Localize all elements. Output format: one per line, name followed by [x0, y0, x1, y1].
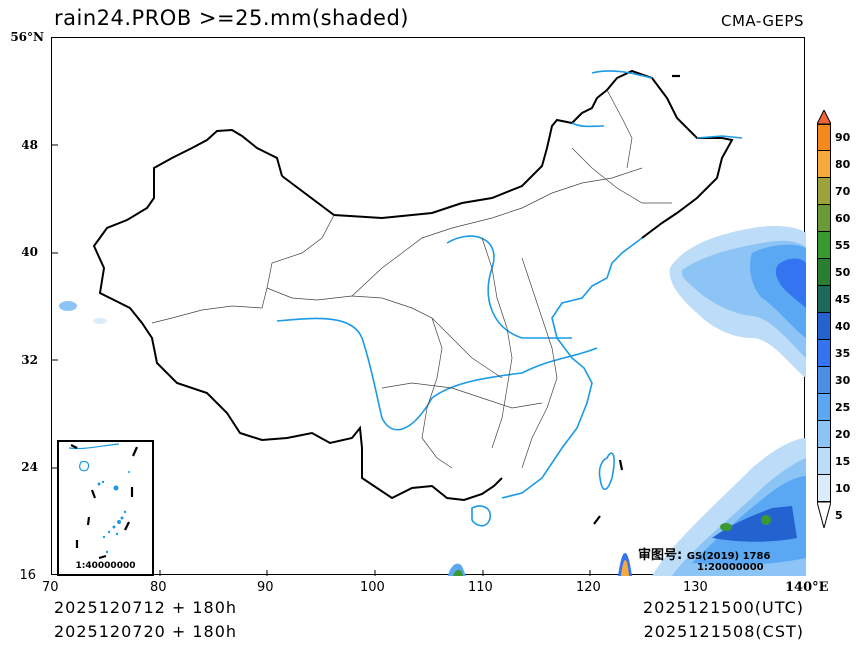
colorbar-label: 5 — [835, 509, 843, 522]
y-tick-24: 24 — [21, 460, 38, 474]
rivers-coastline — [276, 70, 743, 527]
national-border — [92, 69, 734, 502]
colorbar-segment — [817, 340, 831, 367]
colorbar-top-arrow — [817, 110, 831, 124]
colorbar-bottom-arrow — [817, 502, 831, 528]
colorbar-label: 35 — [835, 347, 851, 360]
x-tick-100: 100 — [360, 580, 385, 595]
colorbar-label: 90 — [835, 131, 851, 144]
colorbar-label: 30 — [835, 374, 851, 387]
boundary-dashes — [593, 74, 680, 525]
colorbar-segment — [817, 259, 831, 286]
colorbar-label: 60 — [835, 212, 851, 225]
colorbar-segment — [817, 394, 831, 421]
valid-time-cst: 2025121508(CST) — [643, 622, 804, 641]
x-tick-90: 90 — [257, 580, 274, 595]
x-tick-120: 120 — [576, 580, 601, 595]
colorbar-segment — [817, 475, 831, 502]
colorbar-segment — [817, 151, 831, 178]
y-tick-32: 32 — [21, 353, 38, 367]
prob-shading-north — [59, 226, 806, 378]
inset-scale-label: 1:40000000 — [75, 561, 136, 571]
inset-map — [68, 443, 139, 560]
prob-shading-south — [448, 438, 806, 576]
x-tick-140: 140°E — [785, 580, 829, 595]
colorbar-segment — [817, 313, 831, 340]
map-panel — [51, 37, 806, 576]
colorbar-label: 15 — [835, 455, 851, 468]
approval-code: GS(2019) 1786 — [686, 551, 771, 562]
init-time-cst: 2025120720 + 180h — [54, 622, 238, 641]
colorbar-label: 45 — [835, 293, 851, 306]
approval-label: 审图号: — [638, 548, 683, 563]
colorbar-segment — [817, 232, 831, 259]
colorbar-segment — [817, 178, 831, 205]
colorbar-label: 40 — [835, 320, 851, 333]
colorbar: 90 80 70 60 55 50 45 40 35 30 25 20 15 1… — [817, 110, 850, 528]
provincial-borders — [151, 89, 672, 469]
colorbar-segment — [817, 205, 831, 232]
colorbar-label: 25 — [835, 401, 851, 414]
colorbar-label: 50 — [835, 266, 851, 279]
map-approval-number: 审图号: GS(2019) 1786 — [638, 544, 770, 563]
colorbar-label: 55 — [835, 239, 851, 252]
south-china-sea-inset: 1:40000000 — [57, 440, 154, 576]
colorbar-segment — [817, 448, 831, 475]
x-tick-130: 130 — [683, 580, 708, 595]
colorbar-label: 70 — [835, 185, 851, 198]
y-tick-16: 16 — [19, 568, 36, 583]
y-tick-48: 48 — [21, 138, 38, 152]
model-source-label: CMA-GEPS — [721, 12, 804, 30]
map-canvas — [52, 69, 806, 576]
init-time-utc: 2025120712 + 180h — [54, 598, 238, 617]
colorbar-label: 20 — [835, 428, 851, 441]
y-tick-40: 40 — [21, 245, 38, 259]
y-tick-56: 56°N — [10, 30, 44, 44]
colorbar-segment — [817, 286, 831, 313]
colorbar-segment — [817, 421, 831, 448]
x-tick-110: 110 — [468, 580, 493, 595]
colorbar-label: 80 — [835, 158, 851, 171]
chart-title: rain24.PROB >=25.mm(shaded) — [54, 6, 409, 30]
colorbar-label: 10 — [835, 482, 851, 495]
valid-time-utc: 2025121500(UTC) — [643, 598, 804, 617]
x-tick-80: 80 — [150, 580, 167, 595]
x-tick-70: 70 — [42, 580, 59, 595]
colorbar-segment — [817, 367, 831, 394]
map-scale-label: 1:20000000 — [697, 562, 764, 573]
colorbar-segment — [817, 124, 831, 151]
